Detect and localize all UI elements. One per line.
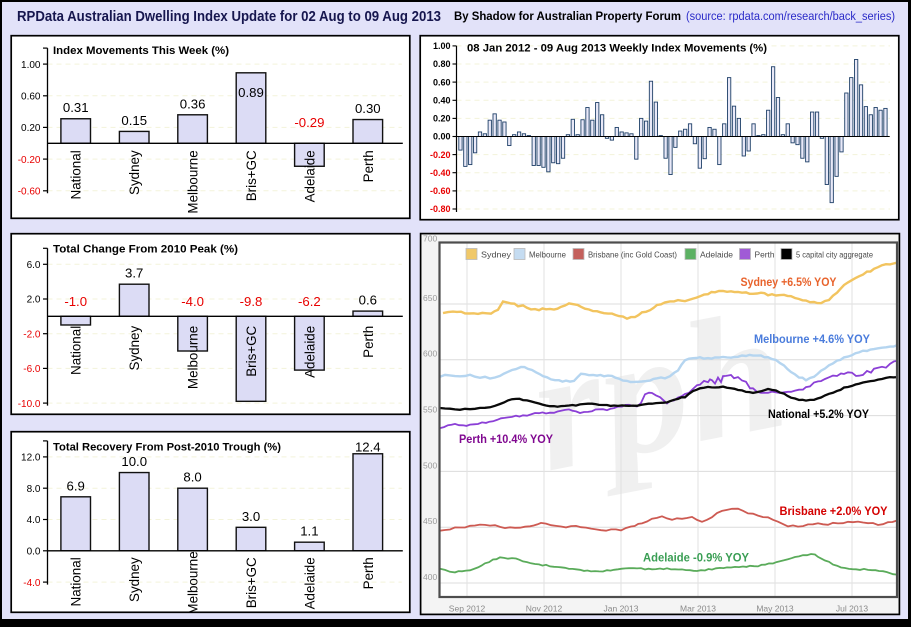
svg-text:12.0: 12.0 <box>21 453 41 464</box>
svg-text:-0.60: -0.60 <box>430 186 451 196</box>
svg-text:2.0: 2.0 <box>27 295 41 306</box>
svg-text:Perth: Perth <box>361 326 376 358</box>
svg-text:0.30: 0.30 <box>355 101 381 116</box>
svg-text:6.9: 6.9 <box>67 478 85 493</box>
svg-text:Melbourne: Melbourne <box>529 250 566 260</box>
svg-text:550: 550 <box>423 405 437 415</box>
svg-text:-1.0: -1.0 <box>64 294 87 309</box>
svg-text:Mar 2013: Mar 2013 <box>680 604 716 614</box>
svg-text:Perth: Perth <box>755 250 775 260</box>
svg-text:Nov 2012: Nov 2012 <box>526 604 563 614</box>
svg-text:RPData Australian Dwelling Ind: RPData Australian Dwelling Index Update … <box>17 8 441 25</box>
svg-text:National +5.2% YOY: National +5.2% YOY <box>768 407 869 421</box>
svg-text:Melbourne: Melbourne <box>186 551 201 614</box>
svg-text:-2.0: -2.0 <box>23 329 41 340</box>
svg-text:Sep 2012: Sep 2012 <box>449 604 486 614</box>
svg-text:0.60: 0.60 <box>21 92 41 103</box>
svg-text:0.89: 0.89 <box>238 85 264 100</box>
svg-text:Total Change From 2010 Peak (%: Total Change From 2010 Peak (%) <box>53 244 238 256</box>
svg-text:-10.0: -10.0 <box>18 399 41 410</box>
svg-text:-0.20: -0.20 <box>430 150 451 160</box>
svg-text:Sydney: Sydney <box>127 557 142 602</box>
svg-text:3.0: 3.0 <box>242 509 260 524</box>
svg-text:4.0: 4.0 <box>27 515 41 526</box>
svg-text:National: National <box>69 326 84 375</box>
svg-text:1.00: 1.00 <box>21 60 41 71</box>
svg-text:Perth: Perth <box>361 150 376 182</box>
svg-text:0.00: 0.00 <box>433 132 451 142</box>
svg-text:700: 700 <box>423 234 437 244</box>
svg-text:08 Jan 2012 - 09 Aug 2013 Week: 08 Jan 2012 - 09 Aug 2013 Weekly Index M… <box>467 43 767 55</box>
svg-text:-0.29: -0.29 <box>294 115 324 130</box>
svg-text:0.15: 0.15 <box>121 113 147 128</box>
svg-text:Melbourne +4.6% YOY: Melbourne +4.6% YOY <box>754 332 870 346</box>
svg-text:Perth: Perth <box>361 557 376 589</box>
svg-text:650: 650 <box>423 293 437 303</box>
svg-text:Sydney: Sydney <box>127 326 142 371</box>
svg-text:May 2013: May 2013 <box>756 604 794 614</box>
svg-text:0.0: 0.0 <box>27 547 41 558</box>
svg-text:Melbourne: Melbourne <box>186 150 201 213</box>
svg-text:-0.80: -0.80 <box>430 204 451 214</box>
svg-text:0.31: 0.31 <box>63 100 89 115</box>
svg-text:Brisbane (inc Gold Coast): Brisbane (inc Gold Coast) <box>588 250 677 260</box>
svg-text:-4.0: -4.0 <box>181 294 204 309</box>
svg-text:Adelaide -0.9% YOY: Adelaide -0.9% YOY <box>643 551 749 565</box>
svg-text:3.7: 3.7 <box>125 266 143 281</box>
svg-text:-6.2: -6.2 <box>298 294 321 309</box>
svg-text:-6.0: -6.0 <box>23 364 41 375</box>
svg-text:10.0: 10.0 <box>121 454 147 469</box>
svg-text:Bris+GC: Bris+GC <box>244 150 259 201</box>
svg-text:Melbourne: Melbourne <box>186 326 201 389</box>
svg-text:Jul 2013: Jul 2013 <box>836 604 868 614</box>
svg-text:Perth +10.4% YOY: Perth +10.4% YOY <box>459 432 553 446</box>
svg-text:0.6: 0.6 <box>359 293 377 308</box>
svg-text:National: National <box>69 150 84 199</box>
svg-text:450: 450 <box>423 516 437 526</box>
svg-text:Adelaide: Adelaide <box>302 150 317 202</box>
svg-text:-0.20: -0.20 <box>18 155 41 166</box>
svg-text:8.0: 8.0 <box>183 470 201 485</box>
svg-text:Sydney +6.5% YOY: Sydney +6.5% YOY <box>741 275 837 289</box>
svg-text:-9.8: -9.8 <box>240 294 263 309</box>
svg-text:-0.40: -0.40 <box>430 168 451 178</box>
svg-text:National: National <box>69 557 84 606</box>
svg-text:Total Recovery From Post-2010: Total Recovery From Post-2010 Trough (%) <box>53 442 281 454</box>
svg-text:0.20: 0.20 <box>21 123 41 134</box>
svg-text:0.80: 0.80 <box>433 59 451 69</box>
svg-text:By Shadow for Australian Prope: By Shadow for Australian Property Forum <box>454 9 681 23</box>
svg-text:8.0: 8.0 <box>27 484 41 495</box>
svg-text:0.20: 0.20 <box>433 114 451 124</box>
svg-text:500: 500 <box>423 460 437 470</box>
svg-text:400: 400 <box>423 572 437 582</box>
svg-text:Adelaide: Adelaide <box>302 557 317 609</box>
svg-text:0.36: 0.36 <box>180 96 206 111</box>
svg-text:1.1: 1.1 <box>300 524 318 539</box>
svg-text:0.40: 0.40 <box>433 96 451 106</box>
svg-text:Adelaide: Adelaide <box>302 326 317 378</box>
svg-text:6.0: 6.0 <box>27 260 41 271</box>
svg-text:Adelaide: Adelaide <box>700 250 733 260</box>
svg-text:Bris+GC: Bris+GC <box>244 557 259 608</box>
svg-text:Sydney: Sydney <box>127 150 142 195</box>
svg-text:600: 600 <box>423 349 437 359</box>
svg-text:Index Movements This Week (%): Index Movements This Week (%) <box>53 45 229 57</box>
svg-text:(source: rpdata.com/research/b: (source: rpdata.com/research/back_series… <box>686 9 895 23</box>
svg-text:Bris+GC: Bris+GC <box>244 325 259 376</box>
svg-text:0.60: 0.60 <box>433 77 451 87</box>
svg-text:-4.0: -4.0 <box>23 578 41 589</box>
svg-text:Brisbane +2.0% YOY: Brisbane +2.0% YOY <box>780 504 888 518</box>
svg-text:1.00: 1.00 <box>433 41 451 51</box>
svg-text:-0.60: -0.60 <box>18 187 41 198</box>
svg-text:rph: rph <box>518 274 798 508</box>
svg-text:Jan 2013: Jan 2013 <box>604 604 639 614</box>
svg-text:12.4: 12.4 <box>355 439 381 454</box>
svg-text:Sydney: Sydney <box>481 250 512 260</box>
svg-text:5 capital city aggregate: 5 capital city aggregate <box>796 250 873 260</box>
